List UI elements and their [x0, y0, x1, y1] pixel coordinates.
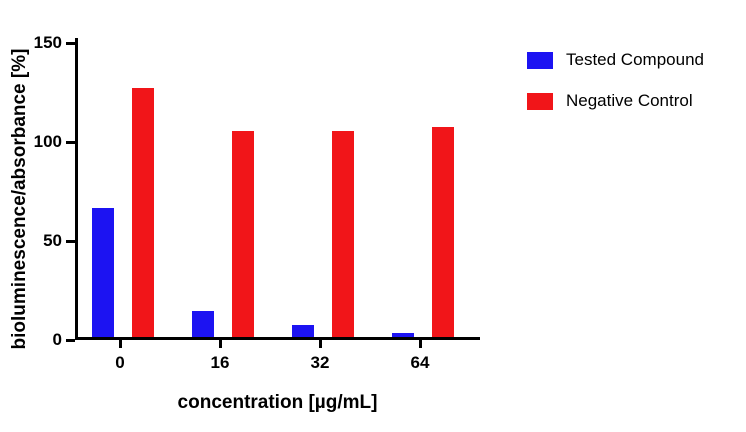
x-axis-tick-64: [418, 340, 422, 348]
bar-tested-compound-16: [192, 311, 214, 337]
y-axis-tick-150: [66, 41, 75, 45]
legend-item-tested-compound: Tested Compound: [527, 50, 704, 70]
y-axis-tick-0: [66, 338, 75, 342]
x-axis-title: concentration [µg/mL]: [177, 392, 378, 413]
x-axis-tick-label-32: 32: [310, 353, 330, 372]
bar-negative-control-0: [132, 87, 154, 337]
y-axis-tick-label-150: 150: [33, 33, 62, 52]
plot-area: [75, 38, 480, 340]
y-axis-tick-50: [66, 239, 75, 243]
bar-tested-compound-0: [92, 208, 114, 337]
legend-swatch-negative-control: [527, 92, 553, 110]
x-axis-tick-16: [218, 340, 222, 348]
x-axis-tick-label-64: 64: [410, 353, 430, 372]
legend-label-tested-compound: Tested Compound: [566, 50, 704, 69]
x-axis-tick-label-16: 16: [210, 353, 230, 372]
bar-tested-compound-64: [392, 333, 414, 337]
y-axis-tick-label-100: 100: [33, 132, 62, 151]
bar-tested-compound-32: [292, 325, 314, 337]
legend-label-negative-control: Negative Control: [566, 91, 693, 110]
y-axis-tick-label-50: 50: [43, 231, 62, 250]
legend: Tested Compound Negative Control: [527, 50, 704, 132]
x-axis-tick-0: [118, 340, 122, 348]
legend-swatch-tested-compound: [527, 51, 553, 69]
y-axis-tick-label-0: 0: [52, 330, 62, 349]
legend-item-negative-control: Negative Control: [527, 91, 704, 111]
x-axis-tick-32: [318, 340, 322, 348]
bar-negative-control-32: [332, 131, 354, 337]
bar-negative-control-16: [232, 131, 254, 337]
x-axis-tick-label-0: 0: [115, 353, 125, 372]
y-axis-tick-100: [66, 140, 75, 144]
bar-negative-control-64: [432, 127, 454, 337]
